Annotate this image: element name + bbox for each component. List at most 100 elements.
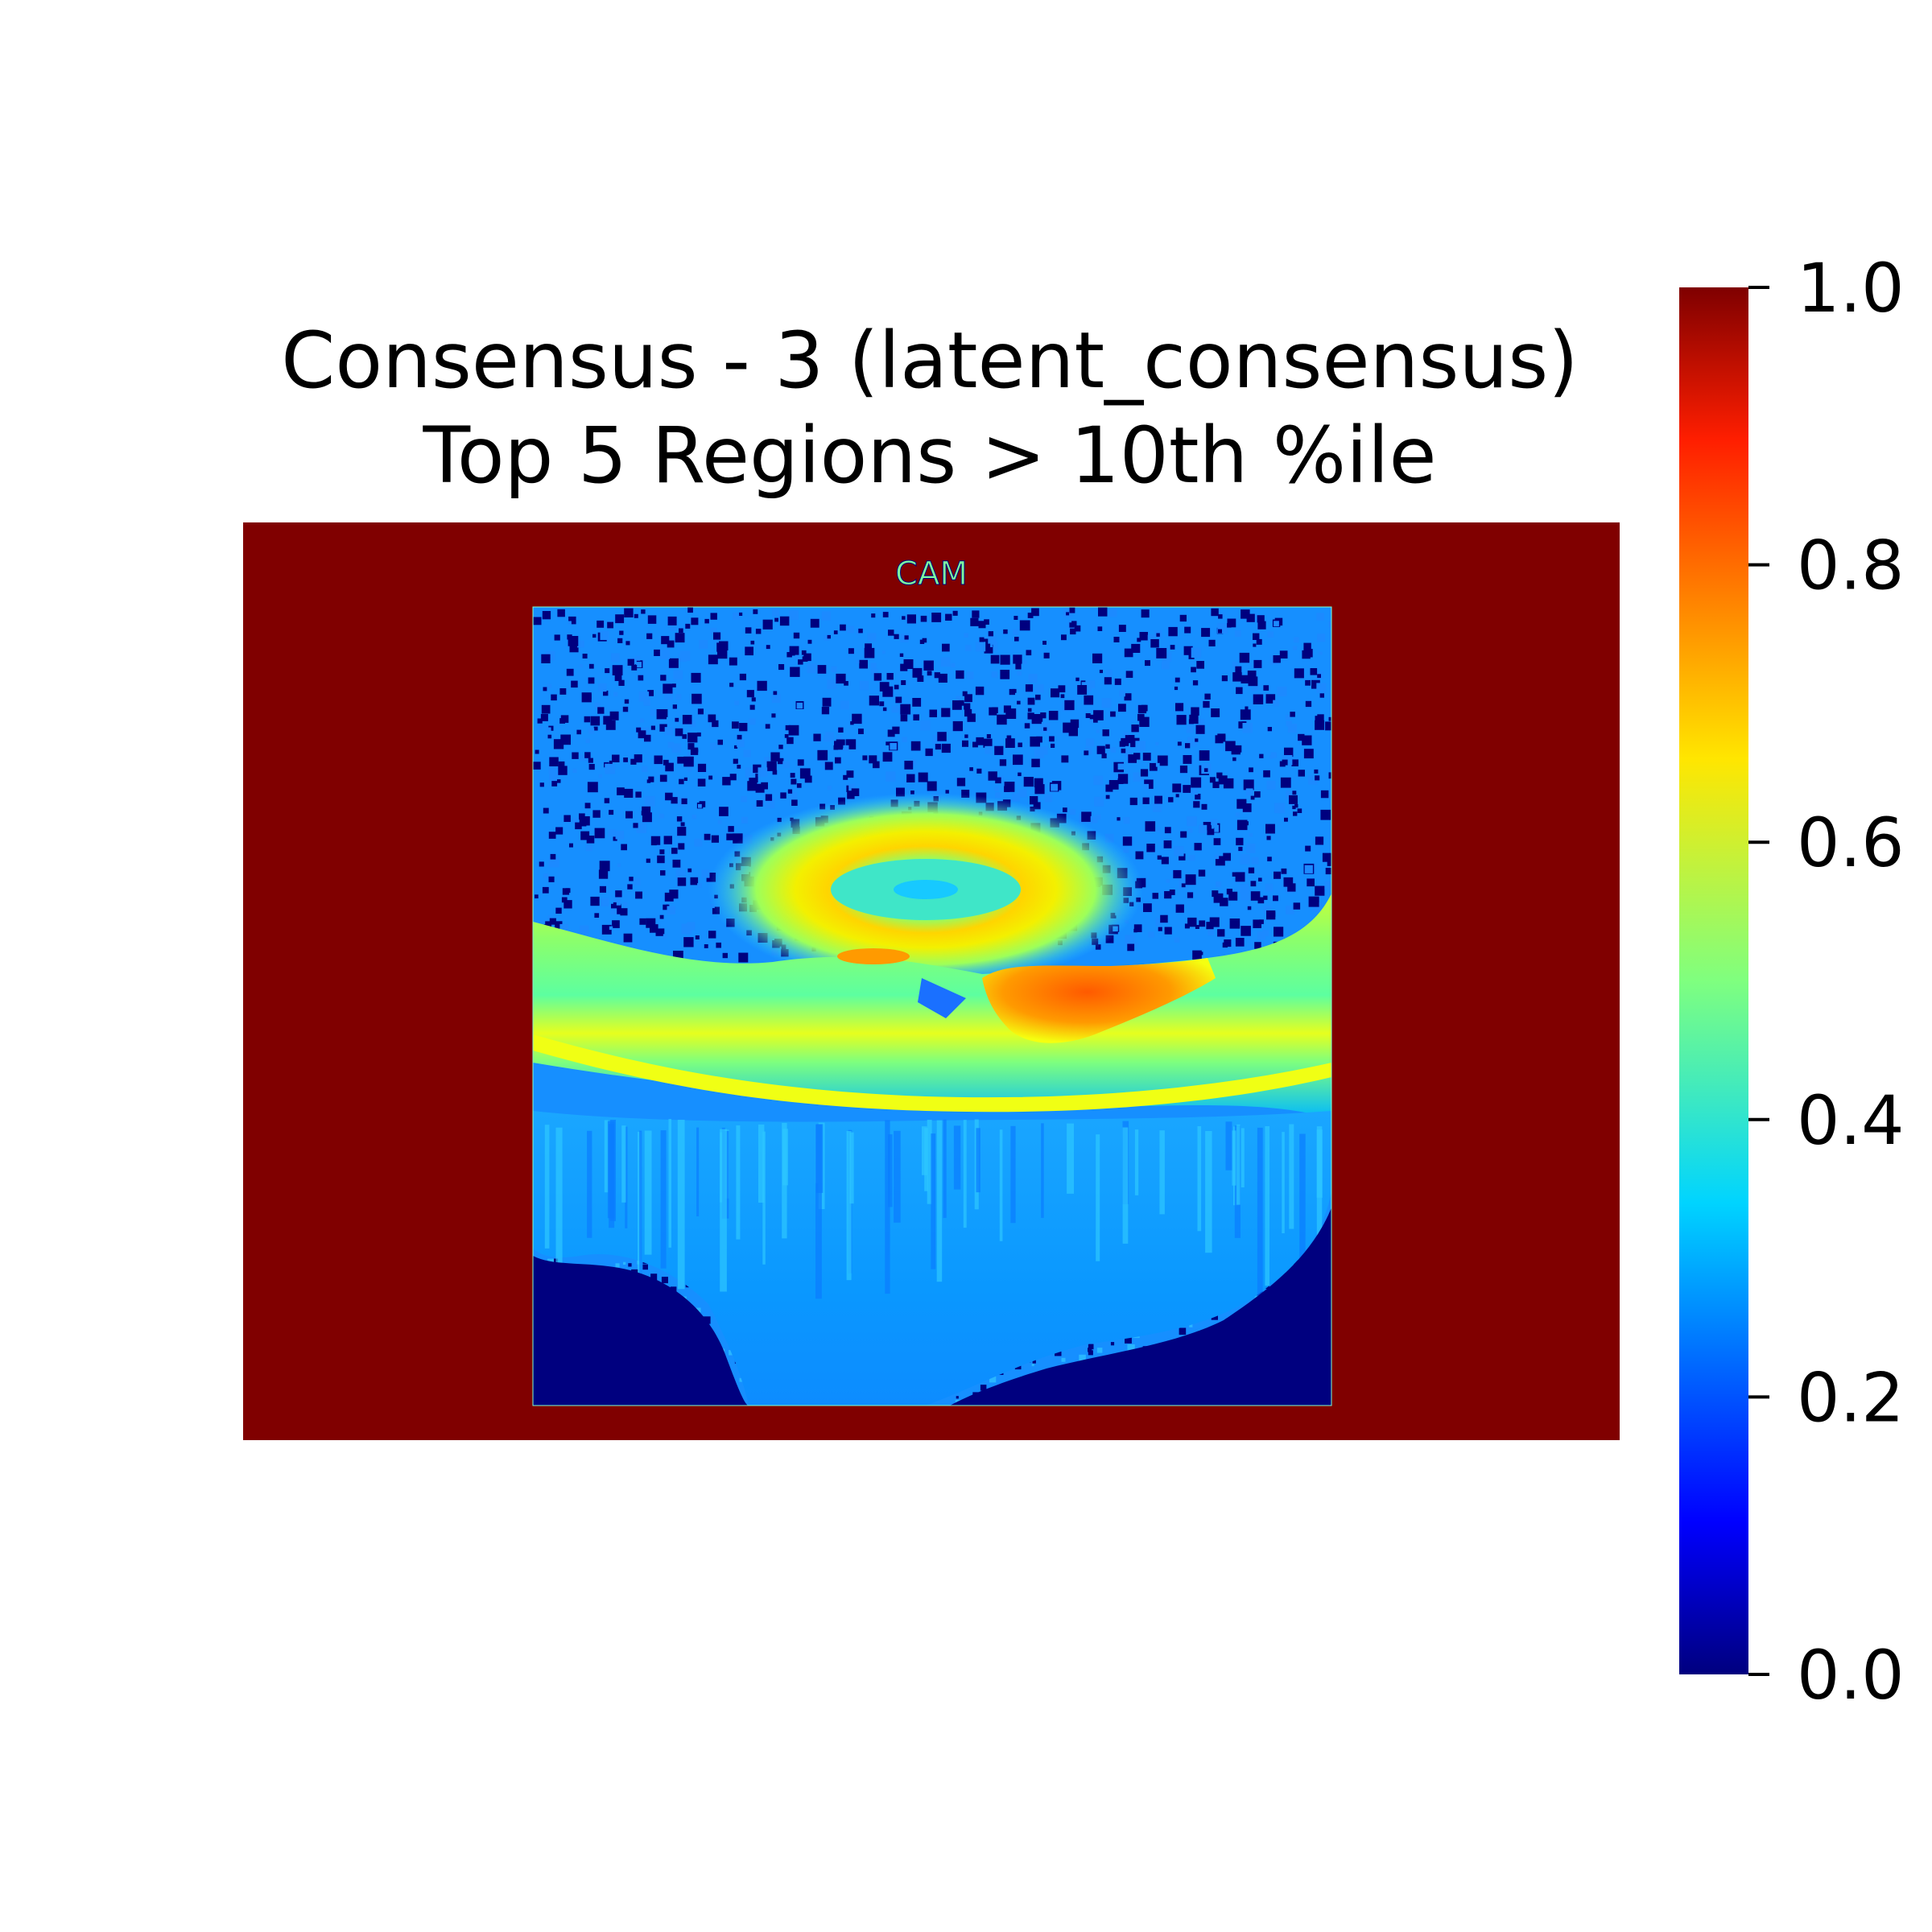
tissue-streak [976,1128,980,1193]
noise-speck [585,738,590,744]
noise-speck [1169,890,1175,895]
noise-speck [568,621,572,625]
noise-speck [597,620,605,628]
noise-speck [1114,678,1121,685]
noise-speck [1121,748,1126,753]
noise-speck [539,861,544,867]
noise-speck [726,833,733,840]
noise-speck [1223,852,1231,861]
noise-speck [824,762,833,770]
noise-speck [642,812,652,823]
noise-speck [843,745,849,751]
noise-speck [729,657,737,666]
tissue-streak [1096,1134,1100,1261]
noise-speck [584,716,591,723]
tissue-streak [1232,1130,1236,1186]
noise-speck [551,694,557,701]
noise-speck [1270,752,1277,758]
noise-speck [1166,879,1170,883]
noise-speck [1176,715,1187,725]
noise-speck [929,709,937,717]
noise-speck [1049,736,1055,742]
noise-speck [847,791,855,799]
noise-speck [712,720,719,728]
noise-speck [801,650,807,655]
noise-speck [975,686,985,696]
noise-speck [978,621,986,629]
noise-speck [1051,783,1058,791]
noise-speck [1328,716,1331,721]
noise-speck [1308,775,1318,785]
noise-speck [798,659,803,665]
noise-speck [1018,772,1022,777]
noise-speck [1328,621,1331,628]
noise-speck [575,822,582,830]
noise-speck [1123,732,1129,737]
chart-subtitle: Top 5 Regions > 10th %ile [423,411,1437,501]
noise-speck [1277,686,1287,696]
noise-speck [635,662,642,668]
noise-speck [1137,704,1147,714]
noise-speck [681,923,692,935]
noise-speck [1158,652,1163,657]
noise-speck [984,619,989,625]
noise-speck [1187,892,1194,898]
noise-speck [1273,700,1279,707]
noise-speck [1131,643,1141,653]
noise-speck [572,818,578,824]
tissue-streak [931,1133,936,1269]
noise-speck [983,738,993,748]
noise-speck [613,836,617,841]
noise-speck [1239,652,1250,663]
yellow-stripe [533,1034,1331,1113]
noise-speck [1040,712,1046,719]
tissue-streak [1265,1126,1269,1286]
noise-speck [1155,827,1161,832]
noise-speck [558,766,568,775]
tissue-streak [604,1120,609,1193]
noise-speck [1117,763,1125,770]
noise-speck [867,633,877,642]
noise-speck [615,614,625,624]
noise-speck [1174,677,1180,683]
noise-speck [902,737,907,742]
noise-speck [1133,772,1142,782]
noise-speck [592,634,597,638]
noise-speck [601,898,609,906]
noise-speck [1061,1357,1066,1362]
noise-speck [659,774,667,782]
tissue-streak [1159,1130,1165,1215]
noise-speck [941,708,951,717]
noise-speck [635,891,642,899]
noise-speck [708,714,716,723]
noise-speck [623,1261,626,1265]
noise-speck [1034,748,1045,758]
noise-speck [1012,793,1020,802]
noise-speck [1184,626,1191,634]
noise-speck [687,766,692,772]
noise-speck [1110,711,1116,717]
noise-speck [1055,1349,1062,1356]
noise-speck [756,800,763,807]
noise-speck [790,667,800,677]
noise-speck [904,635,909,640]
noise-speck [1320,790,1329,799]
noise-speck [858,628,863,634]
noise-speck [859,659,868,669]
noise-speck [673,670,683,680]
noise-speck [1157,855,1162,860]
noise-speck [1121,737,1129,746]
noise-speck [1017,700,1021,705]
tissue-streak [1010,1125,1016,1224]
noise-speck [739,723,748,732]
noise-speck [1305,845,1311,852]
noise-speck [1257,931,1266,940]
noise-speck [1154,795,1162,804]
noise-speck [1130,737,1140,748]
noise-speck [611,653,620,662]
noise-speck [1105,669,1113,676]
noise-speck [984,644,993,654]
noise-speck [1207,828,1215,836]
noise-speck [1253,643,1257,647]
noise-speck [827,679,836,690]
